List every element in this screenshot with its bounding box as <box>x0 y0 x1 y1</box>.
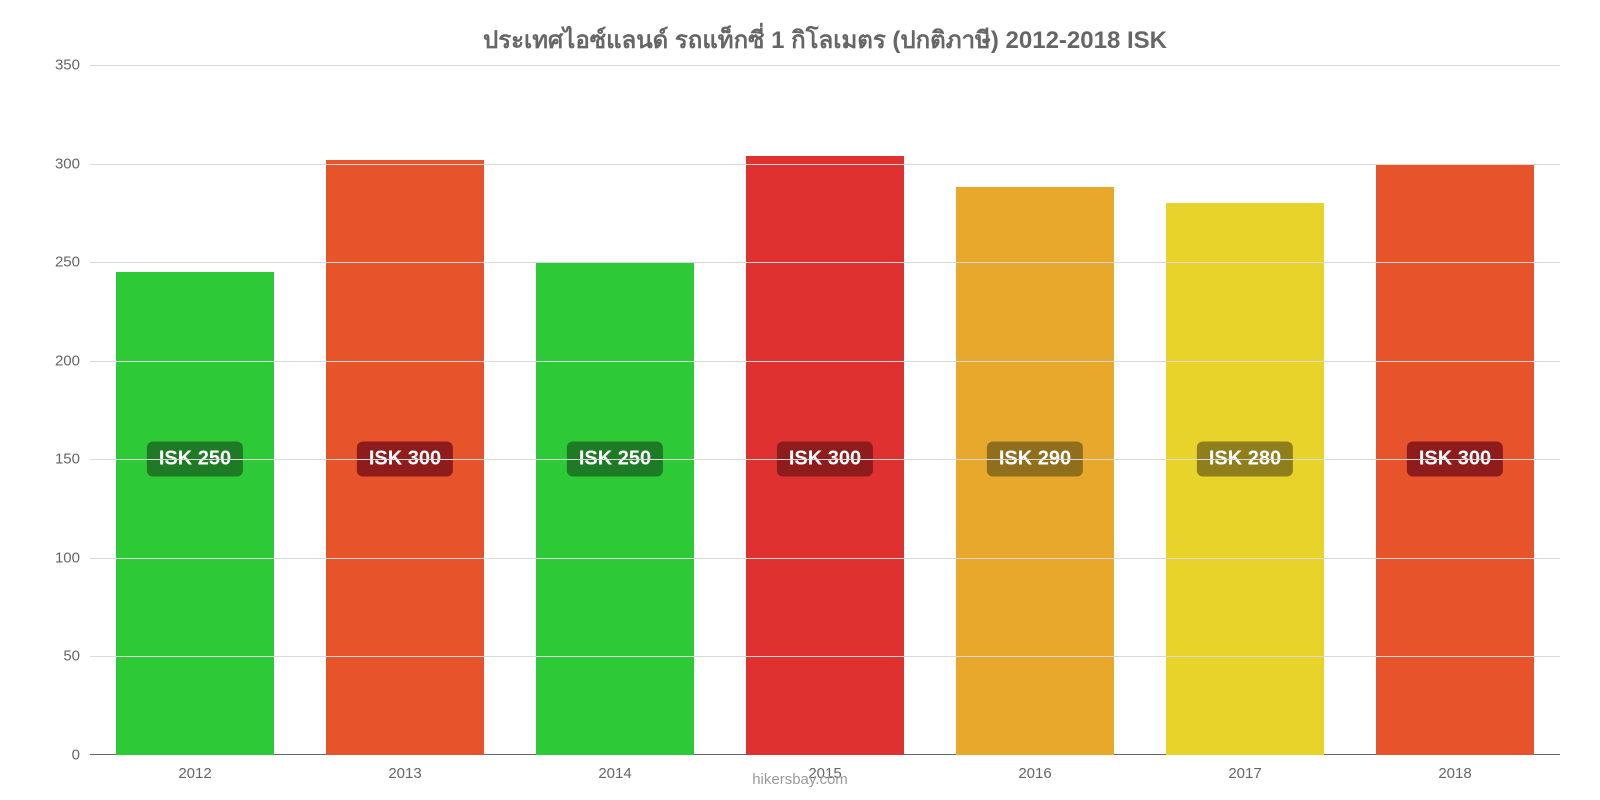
bar <box>1166 203 1324 755</box>
y-tick-label: 0 <box>20 747 80 764</box>
grid-line <box>90 459 1560 460</box>
plot-area: ISK 2502012ISK 3002013ISK 2502014ISK 300… <box>90 65 1560 755</box>
y-tick-label: 350 <box>20 57 80 74</box>
grid-line <box>90 656 1560 657</box>
y-tick-label: 50 <box>20 648 80 665</box>
grid-line <box>90 361 1560 362</box>
y-tick-label: 150 <box>20 451 80 468</box>
grid-line <box>90 65 1560 66</box>
bar <box>116 272 274 755</box>
bar <box>536 262 694 755</box>
grid-line <box>90 164 1560 165</box>
bar-chart: ประเทศไอซ์แลนด์ รถแท็กซี่ 1 กิโลเมตร (ปก… <box>0 0 1600 800</box>
bar-slot: ISK 2802017 <box>1140 65 1350 755</box>
y-tick-label: 100 <box>20 549 80 566</box>
bars-row: ISK 2502012ISK 3002013ISK 2502014ISK 300… <box>90 65 1560 755</box>
chart-title: ประเทศไอซ์แลนด์ รถแท็กซี่ 1 กิโลเมตร (ปก… <box>90 20 1560 59</box>
grid-line <box>90 262 1560 263</box>
bar-slot: ISK 3002018 <box>1350 65 1560 755</box>
bar-slot: ISK 3002015 <box>720 65 930 755</box>
bar-slot: ISK 3002013 <box>300 65 510 755</box>
x-tick-label: 2016 <box>1018 765 1051 782</box>
y-tick-label: 250 <box>20 254 80 271</box>
y-tick-label: 300 <box>20 155 80 172</box>
grid-line <box>90 558 1560 559</box>
x-tick-label: 2018 <box>1438 765 1471 782</box>
bar-slot: ISK 2502014 <box>510 65 720 755</box>
bar-slot: ISK 2502012 <box>90 65 300 755</box>
x-tick-label: 2013 <box>388 765 421 782</box>
x-tick-label: 2017 <box>1228 765 1261 782</box>
bar-slot: ISK 2902016 <box>930 65 1140 755</box>
x-tick-label: 2012 <box>178 765 211 782</box>
chart-source: hikersbay.com <box>752 771 848 788</box>
x-tick-label: 2014 <box>598 765 631 782</box>
y-tick-label: 200 <box>20 352 80 369</box>
